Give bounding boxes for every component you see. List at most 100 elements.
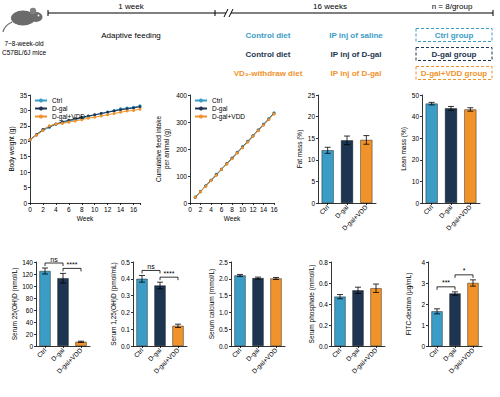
svg-text:0.5: 0.5: [121, 259, 130, 266]
svg-text:0: 0: [311, 200, 315, 207]
svg-text:0.0: 0.0: [121, 343, 130, 350]
svg-text:25: 25: [20, 122, 28, 129]
svg-text:4: 4: [54, 206, 58, 213]
svg-text:15: 15: [20, 153, 28, 160]
svg-text:4: 4: [209, 206, 213, 213]
svg-text:D-gal+VDD group: D-gal+VDD group: [421, 69, 488, 78]
svg-text:80: 80: [26, 295, 34, 302]
svg-text:16: 16: [270, 206, 278, 213]
svg-text:15: 15: [308, 135, 316, 142]
svg-text:0: 0: [23, 200, 27, 207]
svg-text:Serum calcium (mmol/L): Serum calcium (mmol/L): [208, 269, 216, 339]
svg-text:6: 6: [220, 206, 224, 213]
svg-text:****: ****: [67, 261, 78, 268]
svg-text:10: 10: [239, 206, 247, 213]
svg-text:0.3: 0.3: [121, 292, 130, 299]
svg-text:D-gal: D-gal: [212, 105, 228, 113]
svg-text:10: 10: [412, 178, 420, 185]
svg-text:0.4: 0.4: [121, 275, 130, 282]
svg-text:****: ****: [164, 270, 175, 277]
svg-text:0.8: 0.8: [319, 259, 328, 266]
svg-text:Ctrl: Ctrl: [330, 347, 342, 359]
svg-text:D-gal+VDD: D-gal+VDD: [152, 346, 181, 375]
svg-text:20: 20: [26, 331, 34, 338]
svg-text:12: 12: [104, 206, 112, 213]
svg-text:100: 100: [22, 283, 33, 290]
svg-text:0.2: 0.2: [121, 309, 130, 316]
svg-text:50: 50: [412, 92, 420, 99]
svg-text:0.0: 0.0: [219, 343, 228, 350]
svg-text:2.0: 2.0: [219, 275, 228, 282]
svg-text:2: 2: [199, 206, 203, 213]
svg-text:8: 8: [80, 206, 84, 213]
svg-text:0: 0: [28, 206, 32, 213]
svg-text:Ctrl: Ctrl: [427, 347, 439, 359]
svg-text:8: 8: [230, 206, 234, 213]
svg-text:D-gal: D-gal: [334, 204, 351, 221]
svg-text:0.5: 0.5: [219, 326, 228, 333]
svg-text:100: 100: [176, 173, 187, 180]
svg-text:FITC-dextran (μg/mL): FITC-dextran (μg/mL): [405, 273, 413, 336]
svg-text:ns: ns: [50, 256, 58, 263]
svg-text:Week: Week: [224, 215, 241, 222]
svg-text:Control diet: Control diet: [246, 31, 291, 40]
svg-text:Ctrl: Ctrl: [52, 97, 63, 104]
svg-text:30: 30: [412, 135, 420, 142]
svg-text:Cumulative feed intake: Cumulative feed intake: [155, 116, 162, 183]
svg-text:10: 10: [91, 206, 99, 213]
svg-text:12: 12: [249, 206, 257, 213]
svg-text:0.0: 0.0: [319, 343, 328, 350]
svg-text:D-gal+VDD: D-gal+VDD: [55, 346, 84, 375]
svg-text:Control diet: Control diet: [246, 50, 291, 59]
svg-text:D-gal+VDD: D-gal+VDD: [250, 346, 279, 375]
svg-text:16: 16: [130, 206, 138, 213]
svg-text:***: ***: [442, 279, 450, 286]
svg-text:5: 5: [311, 178, 315, 185]
svg-text:7~8-week-old: 7~8-week-old: [4, 40, 44, 47]
svg-text:Serum 1,25(OH)D (pmol/mL): Serum 1,25(OH)D (pmol/mL): [110, 262, 118, 345]
svg-text:*: *: [463, 267, 466, 274]
svg-text:10: 10: [20, 169, 28, 176]
svg-text:n = 8/group: n = 8/group: [432, 2, 473, 11]
svg-text:Adaptive feeding: Adaptive feeding: [101, 31, 161, 40]
svg-text:60: 60: [26, 307, 34, 314]
svg-text:Lean mass (%): Lean mass (%): [400, 127, 408, 171]
svg-text:0.2: 0.2: [319, 322, 328, 329]
svg-text:1: 1: [421, 322, 425, 329]
svg-text:Ctrl: Ctrl: [318, 204, 330, 216]
svg-text:400: 400: [176, 92, 187, 99]
svg-text:IP inj of saline: IP inj of saline: [329, 31, 383, 40]
svg-text:1 week: 1 week: [118, 2, 144, 11]
svg-text:20: 20: [412, 156, 420, 163]
svg-text:0.6: 0.6: [319, 280, 328, 287]
svg-text:120: 120: [22, 271, 33, 278]
svg-text:IP inj of D-gal: IP inj of D-gal: [331, 69, 382, 78]
svg-text:Serum 25(OH)D (nmol/L): Serum 25(OH)D (nmol/L): [11, 268, 19, 341]
svg-text:VD₃-withdraw diet: VD₃-withdraw diet: [234, 69, 303, 78]
svg-text:1.0: 1.0: [219, 309, 228, 316]
svg-text:200: 200: [176, 146, 187, 153]
svg-text:Ctrl: Ctrl: [422, 204, 434, 216]
svg-text:ns: ns: [147, 263, 155, 270]
svg-text:20: 20: [20, 138, 28, 145]
svg-text:6: 6: [67, 206, 71, 213]
svg-text:D-gal+VDD: D-gal+VDD: [52, 113, 85, 121]
svg-text:Ctrl group: Ctrl group: [435, 31, 474, 40]
svg-text:3: 3: [421, 280, 425, 287]
svg-text:Serum phosphate (mmol/L): Serum phosphate (mmol/L): [308, 265, 316, 344]
svg-text:4: 4: [421, 259, 425, 266]
svg-text:5: 5: [23, 184, 27, 191]
svg-text:2: 2: [41, 206, 45, 213]
svg-text:Ctrl: Ctrl: [132, 347, 144, 359]
svg-text:0: 0: [183, 200, 187, 207]
svg-text:Ctrl: Ctrl: [212, 97, 223, 104]
svg-text:14: 14: [260, 206, 268, 213]
svg-text:40: 40: [26, 319, 34, 326]
svg-text:30: 30: [20, 107, 28, 114]
svg-text:D-gal: D-gal: [52, 105, 68, 113]
svg-text:Ctrl: Ctrl: [35, 347, 47, 359]
svg-text:40: 40: [412, 113, 420, 120]
svg-text:Ctrl: Ctrl: [230, 347, 242, 359]
svg-text:D-gal+VDD: D-gal+VDD: [350, 346, 379, 375]
svg-text:D-gal+VDD: D-gal+VDD: [445, 203, 474, 232]
